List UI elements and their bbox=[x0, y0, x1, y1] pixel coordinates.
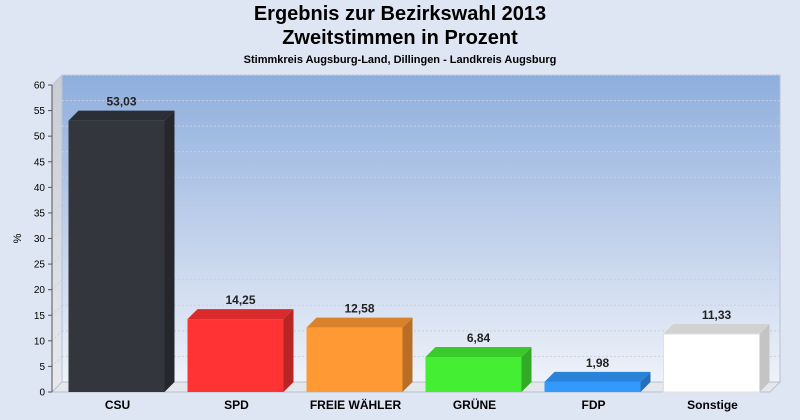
y-tick-label: 45 bbox=[34, 157, 46, 168]
bar-side bbox=[402, 317, 413, 392]
chart-title-line-2: Zweitstimmen in Prozent bbox=[282, 27, 518, 49]
bar bbox=[544, 381, 641, 392]
data-label: 12,58 bbox=[344, 302, 374, 316]
data-label: 1,98 bbox=[586, 356, 610, 370]
y-tick-label: 0 bbox=[39, 388, 45, 399]
data-label: 11,33 bbox=[702, 308, 732, 322]
data-label: 53,03 bbox=[106, 95, 136, 109]
plot-back-wall bbox=[61, 74, 781, 383]
y-tick-label: 35 bbox=[34, 208, 46, 219]
bar-top bbox=[306, 317, 413, 328]
bar-top bbox=[663, 324, 770, 335]
x-tick-label: Sonstige bbox=[687, 398, 738, 412]
bar-top bbox=[544, 371, 651, 382]
bar-top bbox=[68, 110, 175, 121]
x-tick-label: SPD bbox=[224, 398, 249, 412]
bar bbox=[306, 327, 403, 392]
x-tick-label: CSU bbox=[105, 398, 130, 412]
y-tick-label: 10 bbox=[34, 336, 46, 347]
plot-side-wall bbox=[51, 73, 63, 394]
bar-side bbox=[640, 371, 651, 392]
bar-side bbox=[283, 309, 294, 392]
chart-subtitle: Stimmkreis Augsburg-Land, Dillingen - La… bbox=[243, 54, 557, 66]
bar-top bbox=[187, 309, 294, 320]
y-tick-label: 5 bbox=[39, 362, 45, 373]
bar bbox=[425, 357, 522, 392]
chart-title: Ergebnis zur Bezirkswahl 2013 bbox=[253, 3, 547, 25]
bar bbox=[663, 333, 760, 393]
y-tick-label: 40 bbox=[34, 183, 46, 194]
y-tick-label: 15 bbox=[34, 311, 46, 322]
x-tick-label: GRÜNE bbox=[453, 397, 496, 412]
bar-side bbox=[759, 324, 770, 392]
bar bbox=[68, 120, 165, 392]
y-tick-label: 20 bbox=[34, 285, 46, 296]
y-axis-label: % bbox=[12, 233, 24, 243]
y-tick-label: 30 bbox=[34, 234, 46, 245]
y-tick-label: 55 bbox=[34, 106, 46, 117]
bar-side bbox=[521, 347, 532, 392]
bar bbox=[187, 319, 284, 392]
x-tick-label: FDP bbox=[582, 398, 606, 412]
y-tick-label: 25 bbox=[34, 260, 46, 271]
y-tick-label: 60 bbox=[34, 81, 46, 92]
data-label: 6,84 bbox=[467, 331, 491, 345]
bar-side bbox=[164, 110, 175, 392]
y-tick-label: 50 bbox=[34, 132, 46, 143]
data-label: 14,25 bbox=[225, 293, 255, 307]
bar-top bbox=[425, 347, 532, 358]
x-tick-label: FREIE WÄHLER bbox=[310, 397, 402, 412]
